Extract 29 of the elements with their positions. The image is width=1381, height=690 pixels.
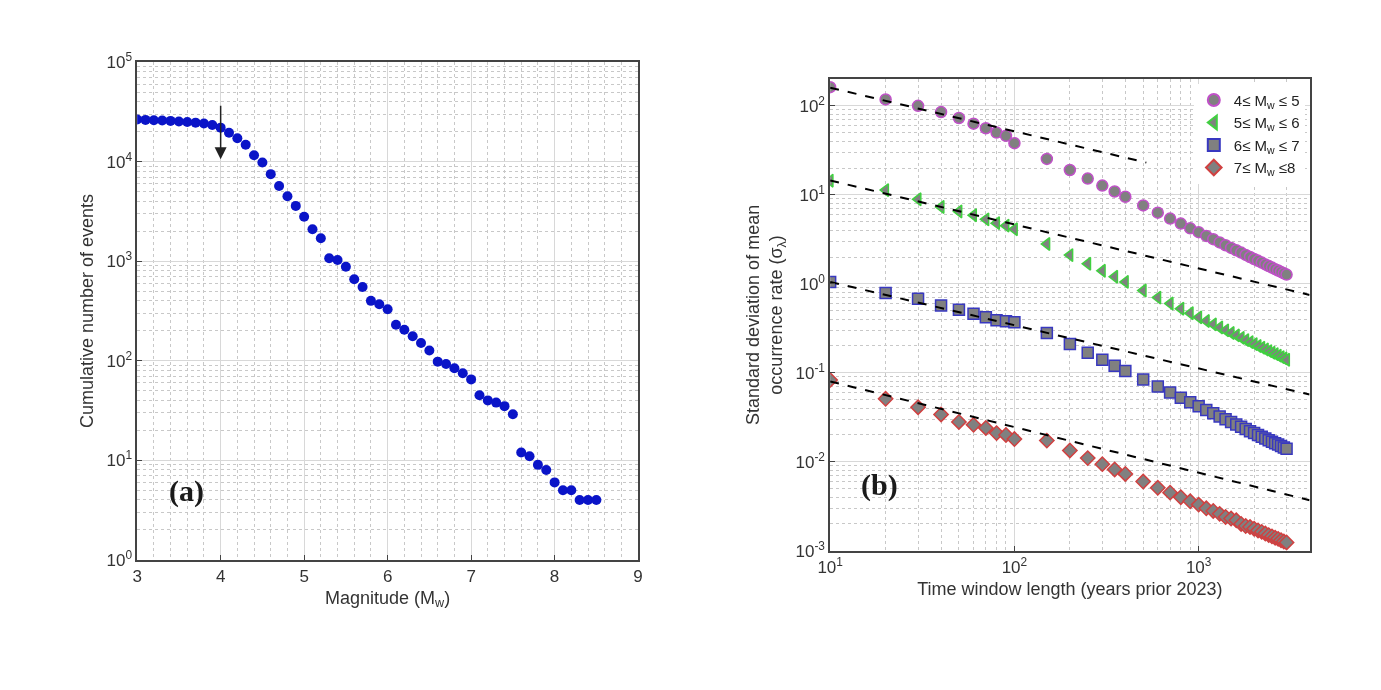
legend-label: 6≤ M$_{w}$ ≤ 7: [1233, 136, 1300, 156]
y-tick-label: 10$^{5}$: [106, 49, 133, 73]
y-tick-label: 10$^{2}$: [106, 348, 133, 371]
x-tick-label: 7: [466, 566, 476, 586]
annotation: (b): [861, 468, 898, 502]
x-tick-label: 6: [382, 566, 393, 586]
x-tick-label: 5: [299, 566, 309, 586]
legend-label: 4≤ M$_{w}$ ≤ 5: [1233, 91, 1300, 111]
x-tick-label: 10$^{2}$: [1001, 554, 1028, 577]
legend-label: 7≤ M$_{w}$ ≤8: [1233, 159, 1296, 179]
x-axis-title: Time window length (years prior 2023): [917, 578, 1223, 599]
legend-label: 5≤ M$_{w}$ ≤ 6: [1233, 114, 1300, 134]
y-tick-label: 10$^{1}$: [106, 448, 133, 471]
x-tick-label: 9: [633, 566, 643, 586]
x-axis-title: Magnitude (M$_{w}$): [325, 587, 451, 611]
y-tick-label: 10$^{0}$: [799, 271, 826, 294]
x-tick-label: 3: [132, 566, 142, 586]
y-tick-label: 10$^{4}$: [106, 149, 133, 172]
y-tick-label: 10$^{-1}$: [795, 360, 826, 383]
y-tick-label: 10$^{0}$: [106, 547, 133, 570]
x-tick-label: 4: [215, 566, 226, 586]
y-tick-label: 10$^{3}$: [106, 249, 133, 272]
annotation: (a): [169, 474, 204, 508]
y-tick-label: 10$^{2}$: [799, 93, 826, 116]
y-tick-label: 10$^{-2}$: [795, 449, 826, 472]
x-tick-label: 8: [549, 566, 560, 586]
y-tick-label: 10$^{1}$: [799, 182, 826, 205]
x-tick-label: 10$^{3}$: [1185, 554, 1212, 577]
y-axis-title: Cumulative number of events: [77, 193, 98, 429]
